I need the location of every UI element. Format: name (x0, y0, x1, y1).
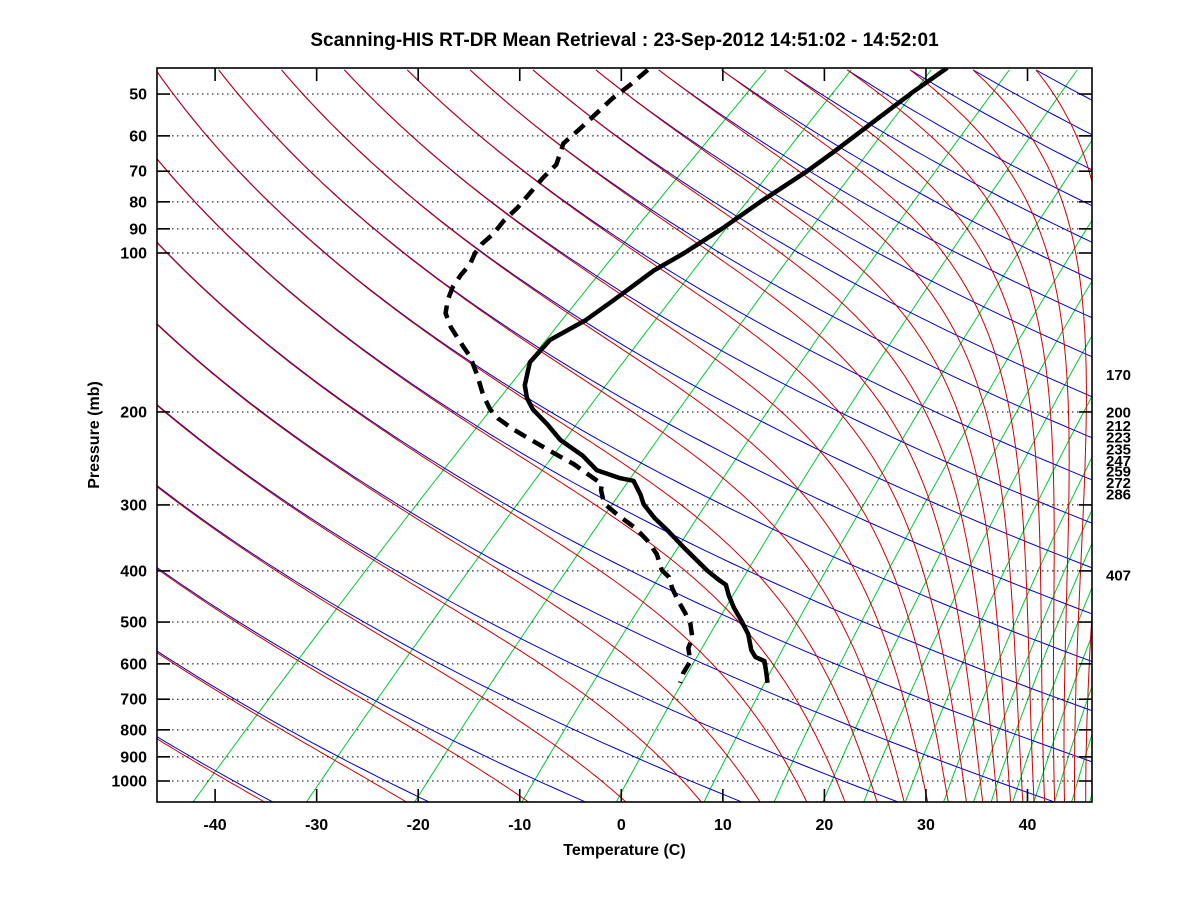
pressure-level-label: 286 (1106, 486, 1131, 503)
x-tick-label: 30 (917, 817, 935, 834)
x-tick-label: -30 (305, 817, 328, 834)
pressure-level-label: 223 (1106, 429, 1131, 446)
pressure-level-label: 272 (1106, 475, 1131, 492)
pressure-level-label: 170 (1106, 367, 1131, 384)
tick-labels: 5060708090100200300400500600700800900100… (111, 87, 1036, 834)
y-tick-label: 700 (120, 692, 147, 709)
dry-adiabats (157, 69, 1092, 802)
y-tick-label: 80 (129, 194, 147, 211)
axis-ticks (157, 68, 1092, 802)
y-tick-label: 90 (129, 221, 147, 238)
pressure-level-label: 407 (1106, 567, 1131, 584)
x-tick-label: 20 (816, 817, 834, 834)
x-tick-label: 10 (714, 817, 732, 834)
y-tick-label: 60 (129, 128, 147, 145)
axis-box (156, 67, 1093, 803)
x-tick-label: -20 (407, 817, 430, 834)
y-tick-label: 50 (129, 87, 147, 104)
temperature-curve (522, 68, 949, 684)
y-tick-label: 1000 (111, 774, 147, 791)
pressure-level-label: 200 (1106, 404, 1131, 421)
y-tick-label: 400 (120, 563, 147, 580)
pressure-level-label: 247 (1106, 453, 1131, 470)
y-tick-label: 100 (120, 246, 147, 263)
x-tick-label: 40 (1019, 817, 1037, 834)
y-tick-label: 70 (129, 164, 147, 181)
chart-title: Scanning-HIS RT-DR Mean Retrieval : 23-S… (310, 30, 939, 51)
mixing-ratio-lines (192, 69, 1092, 802)
y-tick-label: 800 (120, 722, 147, 739)
pressure-level-label: 235 (1106, 441, 1131, 458)
isobar-gridlines (157, 93, 1092, 782)
y-tick-label: 300 (120, 497, 147, 514)
pressure-level-label: 259 (1106, 464, 1131, 481)
y-tick-label: 600 (120, 656, 147, 673)
x-axis-label: Temperature (C) (563, 842, 686, 859)
moist-adiabats (157, 69, 1092, 802)
x-tick-label: 0 (617, 817, 626, 834)
x-tick-label: -40 (204, 817, 227, 834)
y-tick-label: 500 (120, 615, 147, 632)
pressure-level-label: 212 (1106, 418, 1131, 435)
y-tick-label: 900 (120, 749, 147, 766)
dewpoint-curve (443, 68, 695, 684)
x-tick-label: -10 (508, 817, 531, 834)
y-tick-label: 200 (120, 404, 147, 421)
